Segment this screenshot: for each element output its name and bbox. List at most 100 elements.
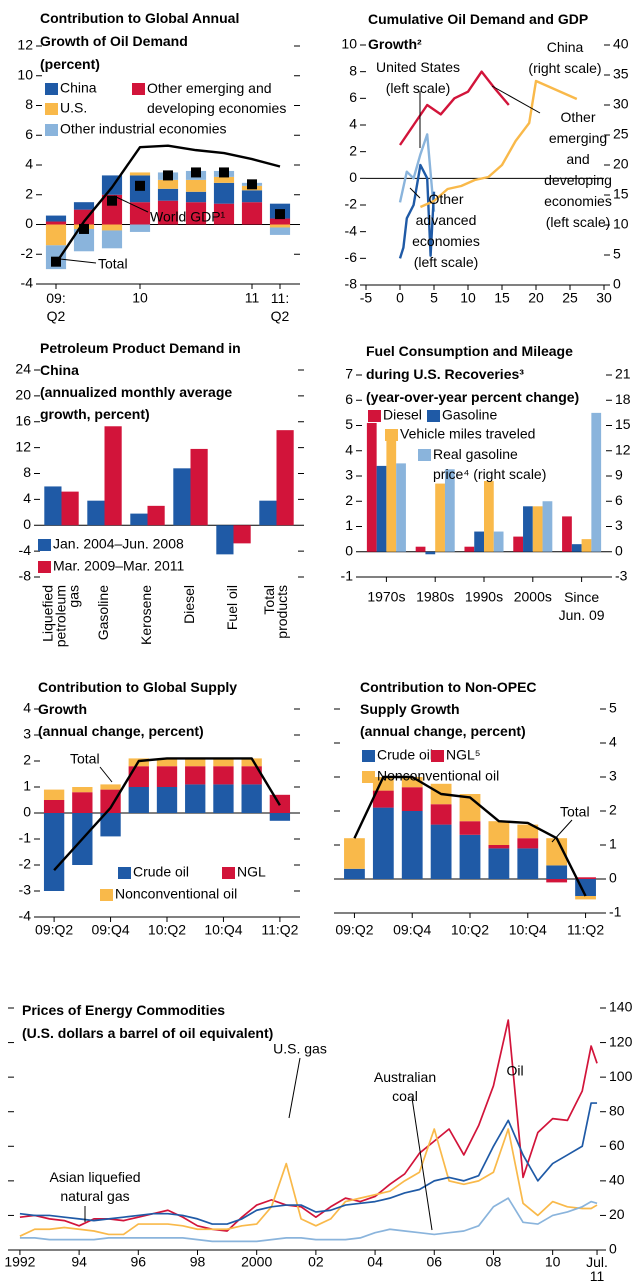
y-tick-label: 4 bbox=[23, 490, 31, 506]
x-tick-label: 1990s bbox=[465, 589, 503, 605]
chart-title: Prices of Energy Commodities (U.S. dollar… bbox=[22, 1002, 273, 1041]
y-tick-label: -4 bbox=[19, 542, 32, 558]
line bbox=[19, 1019, 598, 1232]
x-tick-label: 1980s bbox=[416, 589, 454, 605]
x-tick-label: 10:Q4 bbox=[509, 922, 547, 938]
y2-tick-label: 60 bbox=[609, 1137, 625, 1153]
legend-label: Nonconventional oil bbox=[377, 768, 499, 784]
bar bbox=[513, 536, 524, 552]
bar bbox=[216, 525, 234, 555]
y-tick-label: 6 bbox=[345, 391, 353, 407]
legend-swatch bbox=[100, 889, 113, 901]
bar bbox=[372, 790, 394, 808]
bar bbox=[43, 800, 65, 813]
y-tick-label: -4 bbox=[19, 908, 32, 924]
bar bbox=[129, 202, 151, 225]
bar bbox=[101, 224, 123, 231]
bar bbox=[100, 813, 121, 837]
bar bbox=[459, 821, 481, 835]
y-tick-label: 6 bbox=[349, 89, 357, 105]
bar bbox=[100, 784, 121, 790]
bar bbox=[459, 834, 481, 879]
x-tick-label: Totalproducts bbox=[261, 585, 290, 639]
y-tick-label: 10 bbox=[17, 66, 33, 82]
bar bbox=[546, 879, 568, 883]
annotation: Total bbox=[560, 804, 590, 820]
legend-label: Nonconventional oil bbox=[115, 886, 237, 902]
x-tick-label: Liquefiedpetroleumgas bbox=[39, 585, 81, 647]
y-tick-label: 2 bbox=[25, 185, 33, 201]
x-tick-label: 15 bbox=[494, 290, 510, 306]
bar bbox=[575, 896, 596, 900]
bar bbox=[542, 501, 553, 552]
y-tick-label: 0 bbox=[23, 804, 31, 820]
y2-tick-label: 100 bbox=[609, 1068, 633, 1084]
x-tick-label: 2000 bbox=[241, 1254, 272, 1270]
y2-tick-label: 20 bbox=[613, 156, 629, 172]
y-tick-label: 0 bbox=[25, 215, 33, 231]
x-tick-label: 09:Q2 bbox=[35, 922, 73, 938]
x-tick-label: 98 bbox=[190, 1254, 206, 1270]
bar bbox=[386, 440, 397, 552]
x-tick-label: 08 bbox=[486, 1254, 502, 1270]
y2-tick-label: 18 bbox=[615, 391, 631, 407]
y-tick-label: -1 bbox=[19, 830, 32, 846]
y-tick-label: -2 bbox=[21, 245, 34, 261]
y-tick-label: 12 bbox=[15, 438, 31, 454]
line bbox=[399, 70, 510, 146]
y2-tick-label: 10 bbox=[613, 216, 629, 232]
bar bbox=[129, 172, 151, 176]
bar bbox=[269, 227, 291, 235]
x-tick-label: 94 bbox=[71, 1254, 87, 1270]
legend-label: Gasoline bbox=[442, 407, 497, 423]
bar bbox=[129, 224, 151, 232]
bar bbox=[344, 868, 365, 879]
bar bbox=[45, 224, 67, 246]
bar bbox=[147, 505, 165, 526]
y2-tick-label: 35 bbox=[613, 66, 629, 82]
x-tick-label: Kerosene bbox=[138, 585, 154, 645]
legend-label: Crude oil bbox=[377, 747, 433, 763]
bar bbox=[401, 811, 423, 879]
bar bbox=[474, 531, 484, 552]
y-tick-label: 3 bbox=[23, 726, 31, 742]
bar bbox=[128, 766, 149, 787]
y2-tick-label: 20 bbox=[609, 1206, 625, 1222]
bar bbox=[185, 191, 207, 203]
y-tick-label: -2 bbox=[345, 196, 358, 212]
y-tick-label: -8 bbox=[19, 568, 32, 584]
bar bbox=[517, 824, 539, 839]
x-tick-label: 09:Q4 bbox=[91, 922, 129, 938]
x-tick-label: 09:Q4 bbox=[393, 922, 431, 938]
bar bbox=[430, 824, 452, 879]
line bbox=[19, 1128, 598, 1237]
bar bbox=[72, 787, 93, 793]
legend-label: Other emerging and developing economies bbox=[147, 80, 286, 116]
bar bbox=[61, 491, 79, 526]
bar bbox=[425, 551, 436, 555]
legend-label: Jan. 2004–Jun. 2008 bbox=[53, 536, 184, 552]
bar bbox=[100, 789, 121, 813]
bar bbox=[276, 430, 294, 526]
x-tick-label: 1992 bbox=[4, 1254, 35, 1270]
bar bbox=[591, 412, 602, 552]
marker bbox=[107, 195, 117, 206]
y-tick-label: -4 bbox=[21, 275, 34, 291]
y2-tick-label: 12 bbox=[615, 441, 631, 457]
legend-swatch bbox=[385, 429, 398, 441]
annotation: China (right scale) bbox=[528, 39, 601, 76]
chart-title: Contribution to Global Annual Growth of O… bbox=[40, 10, 239, 72]
legend-swatch bbox=[418, 449, 431, 461]
y-tick-label: -4 bbox=[345, 222, 358, 238]
bar bbox=[104, 426, 122, 526]
y2-tick-label: 140 bbox=[609, 999, 633, 1015]
x-tick-label: 1970s bbox=[367, 589, 405, 605]
y2-tick-label: 40 bbox=[613, 36, 629, 52]
y-tick-label: 8 bbox=[25, 96, 33, 112]
x-tick-label: 09:Q2 bbox=[46, 290, 65, 324]
y-tick-label: 4 bbox=[349, 116, 357, 132]
x-tick-label: 96 bbox=[131, 1254, 147, 1270]
legend-label: Real gasoline price⁴ (right scale) bbox=[433, 446, 546, 482]
x-tick-label: 11:Q2 bbox=[567, 922, 604, 938]
